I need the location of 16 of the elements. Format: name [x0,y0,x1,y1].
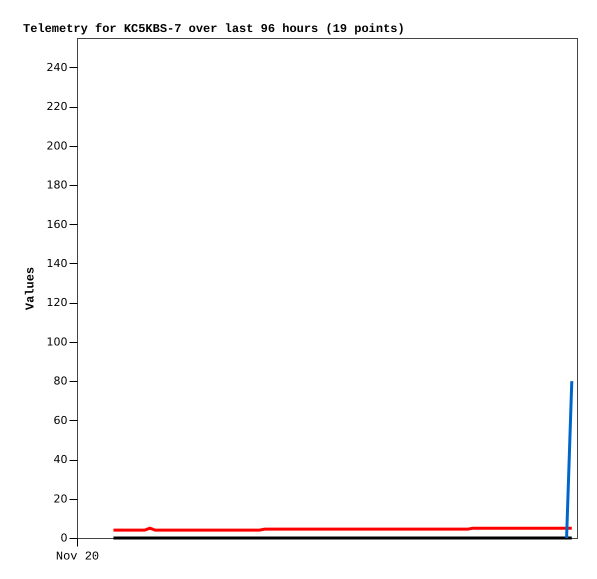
y-axis-title: Values [24,266,38,310]
y-tick-label: 40 [54,453,68,466]
y-tick-label: 160 [46,218,68,231]
x-tick-label: Nov 20 [56,550,100,564]
y-tick-label: 80 [54,374,68,388]
chart-title: Telemetry for KC5KBS-7 over last 96 hours (19 points) [23,22,405,36]
y-tick-label: 100 [46,335,68,348]
y-tick-label: 140 [46,256,68,270]
y-tick-label: 200 [46,139,68,152]
y-tick-label: 240 [46,60,68,74]
y-tick-label: 180 [46,178,68,192]
y-tick-label: 20 [54,492,68,506]
y-tick-label: 60 [54,414,68,427]
y-tick-label: 120 [46,296,68,310]
y-tick-label: 220 [46,100,68,114]
y-tick-label: 0 [60,532,68,544]
